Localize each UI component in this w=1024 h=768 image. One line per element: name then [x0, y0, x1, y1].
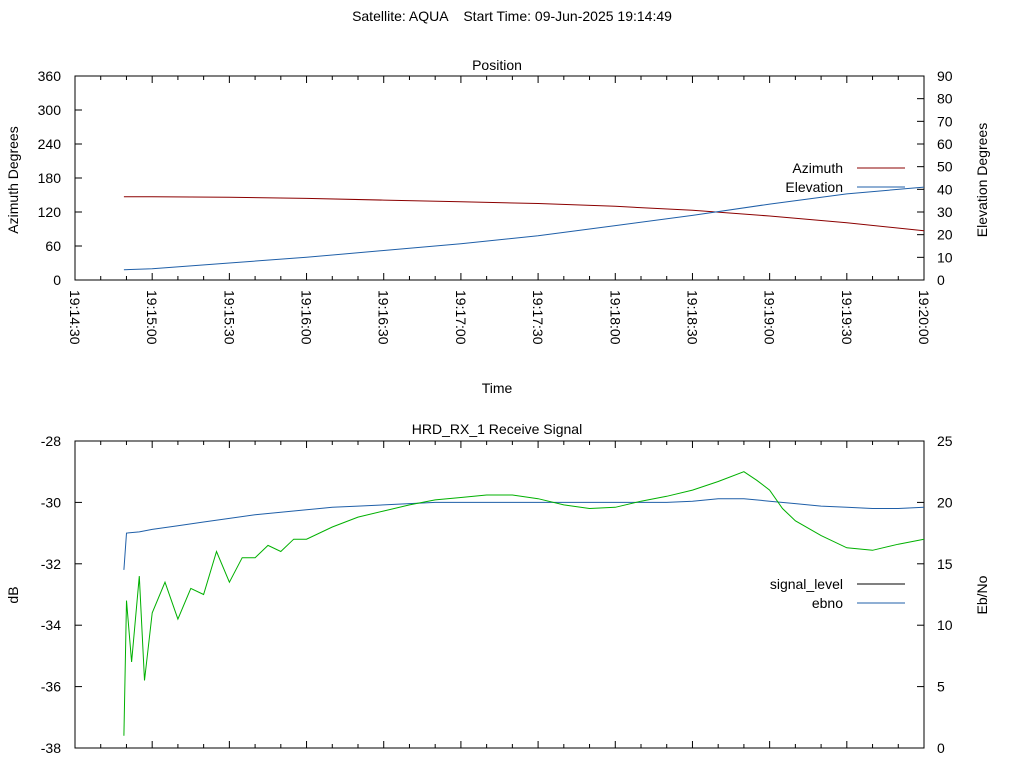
signal-y2-tick-label: 10 [937, 617, 953, 633]
position-y2-tick-label: 90 [937, 68, 953, 84]
signal-y-tick-label: -30 [41, 494, 61, 510]
position-series-Elevation [123, 186, 925, 271]
signal-y2-tick-label: 15 [937, 556, 953, 572]
position-x-tick-label: 19:16:00 [299, 290, 315, 345]
signal-chart-title: HRD_RX_1 Receive Signal [412, 421, 582, 437]
signal-series-line-2 [123, 471, 925, 736]
position-y2-tick-label: 70 [937, 113, 953, 129]
position-chart-title: Position [472, 57, 522, 73]
position-y2-tick-label: 20 [937, 227, 953, 243]
page-title: Satellite: AQUA Start Time: 09-Jun-2025 … [352, 8, 672, 24]
signal-y-tick-label: -32 [41, 556, 61, 572]
signal-series-ebno [123, 498, 925, 570]
position-x-tick-label: 19:18:30 [684, 290, 700, 345]
position-x-tick-label: 19:14:30 [67, 290, 83, 345]
position-y-tick-label: 360 [38, 68, 62, 84]
position-y2-tick-label: 10 [937, 249, 953, 265]
position-x-tick-label: 19:18:00 [607, 290, 623, 345]
position-legend-label: Azimuth [792, 160, 843, 176]
signal-chart: HRD_RX_1 Receive Signal -38 -36 -34 -32 -30 -… [5, 421, 990, 756]
signal-y-tick-label: -34 [41, 617, 61, 633]
position-y-tick-label: 180 [38, 170, 62, 186]
signal-y2-tick-label: 20 [937, 494, 953, 510]
position-x-tick-label: 19:16:30 [376, 290, 392, 345]
signal-plot-frame [74, 440, 925, 749]
position-legend-label: Elevation [785, 179, 843, 195]
position-y2-tick-label: 30 [937, 204, 953, 220]
signal-y2-tick-label: 25 [937, 433, 953, 449]
position-y2-tick-label: 0 [937, 272, 945, 288]
position-legend: Azimuth Elevation [785, 160, 905, 195]
position-y2-tick-label: 80 [937, 91, 953, 107]
signal-y-axis-label: dB [5, 586, 21, 603]
position-y-tick-label: 120 [38, 204, 62, 220]
position-y2-tick-label: 40 [937, 181, 953, 197]
signal-y-tick-label: -28 [41, 433, 61, 449]
position-chart: Position 0 60 120 180 240 300 360 0 10 20 30 40 50 6… [5, 57, 990, 396]
position-plot-frame [74, 75, 925, 281]
position-y2-tick-label: 60 [937, 136, 953, 152]
position-y2-tick-label: 50 [937, 159, 953, 175]
position-x-tick-label: 19:15:00 [144, 290, 160, 345]
position-x-axis-label: Time [482, 380, 513, 396]
position-x-tick-label: 19:15:30 [221, 290, 237, 345]
position-x-tick-label: 19:19:30 [839, 290, 855, 345]
signal-y2-tick-label: 5 [937, 679, 945, 695]
position-y2-axis-label: Elevation Degrees [974, 123, 990, 237]
position-x-tick-label: 19:17:30 [530, 290, 546, 345]
position-series-Azimuth [123, 196, 925, 232]
signal-y-tick-label: -36 [41, 679, 61, 695]
position-x-tick-label: 19:19:00 [762, 290, 778, 345]
signal-legend-label: signal_level [770, 576, 843, 592]
position-y-tick-label: 60 [45, 238, 61, 254]
position-y-axis-label: Azimuth Degrees [5, 126, 21, 233]
signal-legend-label: ebno [812, 595, 843, 611]
signal-y-tick-label: -38 [41, 740, 61, 756]
position-y-tick-label: 240 [38, 136, 62, 152]
signal-y2-tick-label: 0 [937, 740, 945, 756]
position-x-tick-label: 19:17:00 [453, 290, 469, 345]
signal-y2-axis-label: Eb/No [974, 575, 990, 614]
position-x-tick-label: 19:20:00 [916, 290, 932, 345]
position-y-tick-label: 0 [53, 272, 61, 288]
position-y-tick-label: 300 [38, 102, 62, 118]
